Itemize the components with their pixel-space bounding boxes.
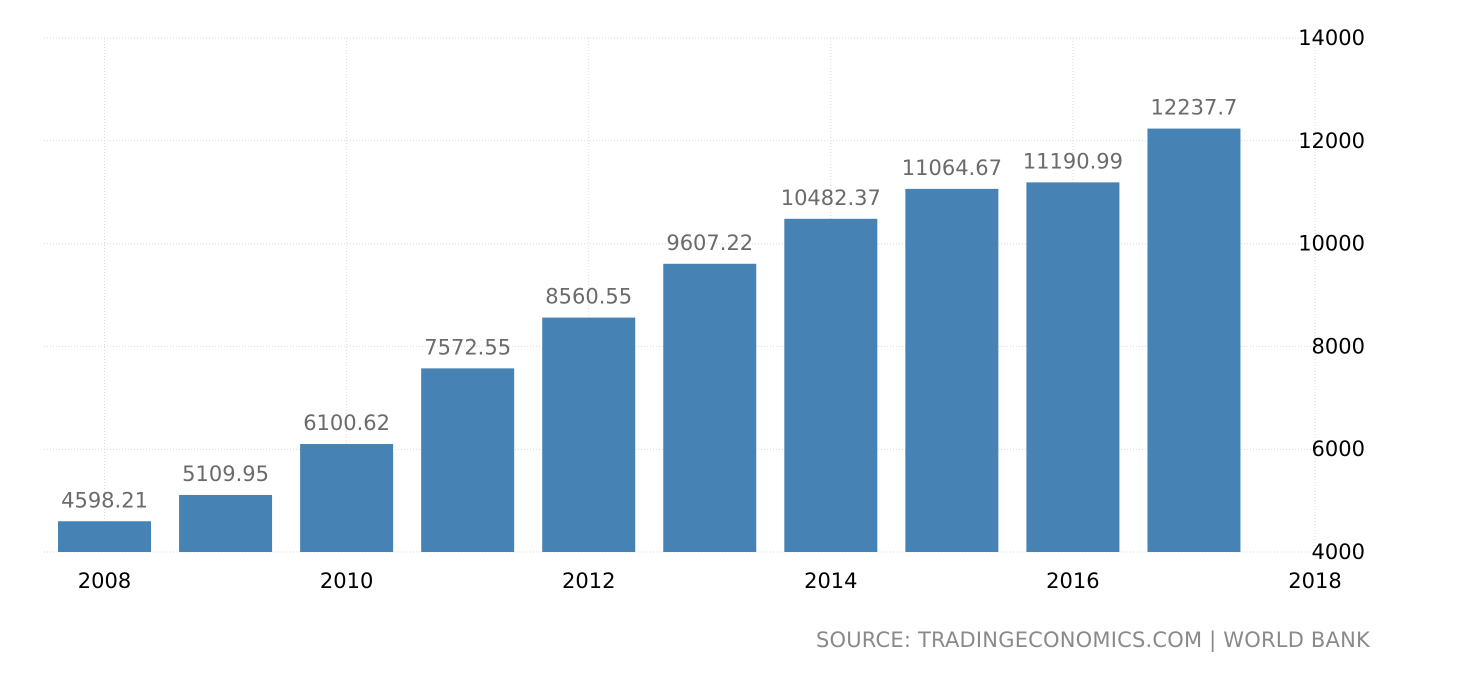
bar-value-label: 11064.67 (902, 156, 1002, 180)
x-tick-label: 2018 (1288, 569, 1341, 593)
bar (905, 188, 999, 552)
bar (784, 218, 878, 552)
bar (542, 317, 636, 552)
y-tick-label: 10000 (1298, 232, 1365, 256)
x-tick-label: 2012 (562, 569, 615, 593)
bar (1026, 182, 1120, 552)
bar-value-label: 9607.22 (666, 231, 753, 255)
y-tick-label: 4000 (1312, 540, 1365, 564)
x-tick-label: 2010 (320, 569, 373, 593)
bar-value-label: 4598.21 (61, 488, 148, 512)
bar-series (58, 128, 1241, 552)
bar-value-label: 11190.99 (1023, 149, 1123, 173)
x-tick-label: 2016 (1046, 569, 1099, 593)
y-tick-label: 8000 (1312, 334, 1365, 358)
bar (58, 521, 152, 552)
y-tick-label: 14000 (1298, 26, 1365, 50)
bar (300, 444, 394, 552)
bar (1147, 128, 1241, 552)
data-labels: 4598.21 5109.95 6100.62 7572.55 8560.55 9607.… (61, 96, 1237, 513)
x-axis-ticks: 2008 2010 2012 2014 2016 2018 (78, 569, 1342, 593)
x-tick-label: 2014 (804, 569, 857, 593)
y-tick-label: 12000 (1298, 129, 1365, 153)
y-axis-ticks: 4000 6000 8000 10000 12000 14000 (1298, 26, 1365, 564)
x-tick-label: 2008 (78, 569, 131, 593)
bar-value-label: 8560.55 (545, 285, 632, 309)
source-note: SOURCE: TRADINGECONOMICS.COM | WORLD BAN… (815, 628, 1370, 652)
bar (663, 263, 757, 552)
bar-value-label: 6100.62 (303, 411, 390, 435)
bar-value-label: 7572.55 (424, 335, 511, 359)
bar (421, 368, 515, 552)
bar (179, 494, 273, 552)
bar-value-label: 12237.7 (1151, 96, 1238, 120)
bar-value-label: 5109.95 (182, 462, 269, 486)
bar-value-label: 10482.37 (781, 186, 881, 210)
y-tick-label: 6000 (1312, 437, 1365, 461)
